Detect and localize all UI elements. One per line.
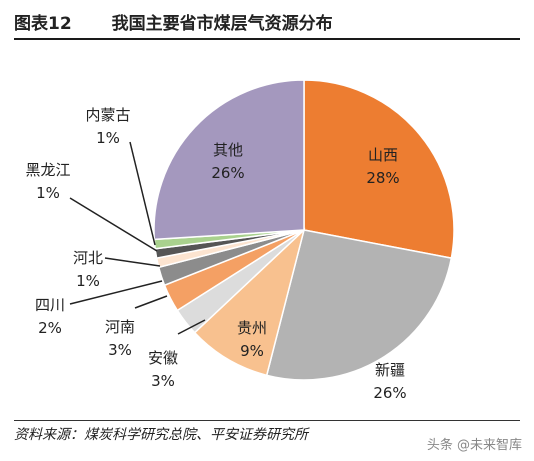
slice-name-label-7: 黑龙江 [25, 161, 70, 179]
pie-slice-0 [303, 79, 455, 259]
pie-slice-2 [193, 227, 306, 377]
slice-name-label-5: 四川 [35, 296, 65, 314]
leader-line-8 [129, 141, 156, 246]
slice-name-label-1: 新疆 [375, 361, 405, 379]
leader-line-6 [104, 257, 161, 267]
slice-name-label-9: 其他 [213, 141, 243, 159]
slice-value-label-6: 1% [76, 272, 100, 290]
leader-line-7 [69, 197, 158, 252]
leader-line-4 [134, 295, 168, 309]
slice-name-label-6: 河北 [73, 249, 103, 267]
slice-name-label-3: 安徽 [148, 349, 178, 367]
slice-name-label-8: 内蒙古 [85, 106, 130, 124]
pie-chart: 山西 28% 新疆 26% 贵州 9% 安徽 3% 河南 3% 四川 2% 河北 1% 黑龙江 1% 内蒙古 1%… [25, 79, 455, 402]
watermark: 头条 @未来智库 [426, 438, 522, 453]
title-divider [14, 38, 520, 40]
leader-line-3 [177, 319, 206, 335]
source-note: 资料来源：煤炭科学研究总院、平安证券研究所 [14, 427, 308, 443]
chart-title-row: 图表12 我国主要省市煤层气资源分布 [14, 6, 520, 36]
chart-title: 我国主要省市煤层气资源分布 [111, 13, 333, 34]
slice-name-label-0: 山西 [368, 146, 398, 164]
leader-line-5 [69, 280, 163, 305]
slice-name-label-4: 河南 [105, 318, 135, 336]
source-divider [14, 420, 520, 421]
slice-value-label-5: 2% [38, 319, 62, 337]
slice-value-label-0: 28% [366, 169, 399, 187]
slice-value-label-9: 26% [211, 164, 244, 182]
pie-slice-9 [153, 79, 305, 241]
slice-value-label-1: 26% [373, 384, 406, 402]
slice-value-label-8: 1% [96, 129, 120, 147]
pie-slice-1 [265, 229, 453, 381]
figure-number: 图表12 [14, 13, 72, 34]
slice-name-label-2: 贵州 [237, 319, 267, 337]
slice-value-label-3: 3% [151, 372, 175, 390]
slice-value-label-7: 1% [36, 184, 60, 202]
slice-value-label-4: 3% [108, 341, 132, 359]
slice-value-label-2: 9% [240, 342, 264, 360]
